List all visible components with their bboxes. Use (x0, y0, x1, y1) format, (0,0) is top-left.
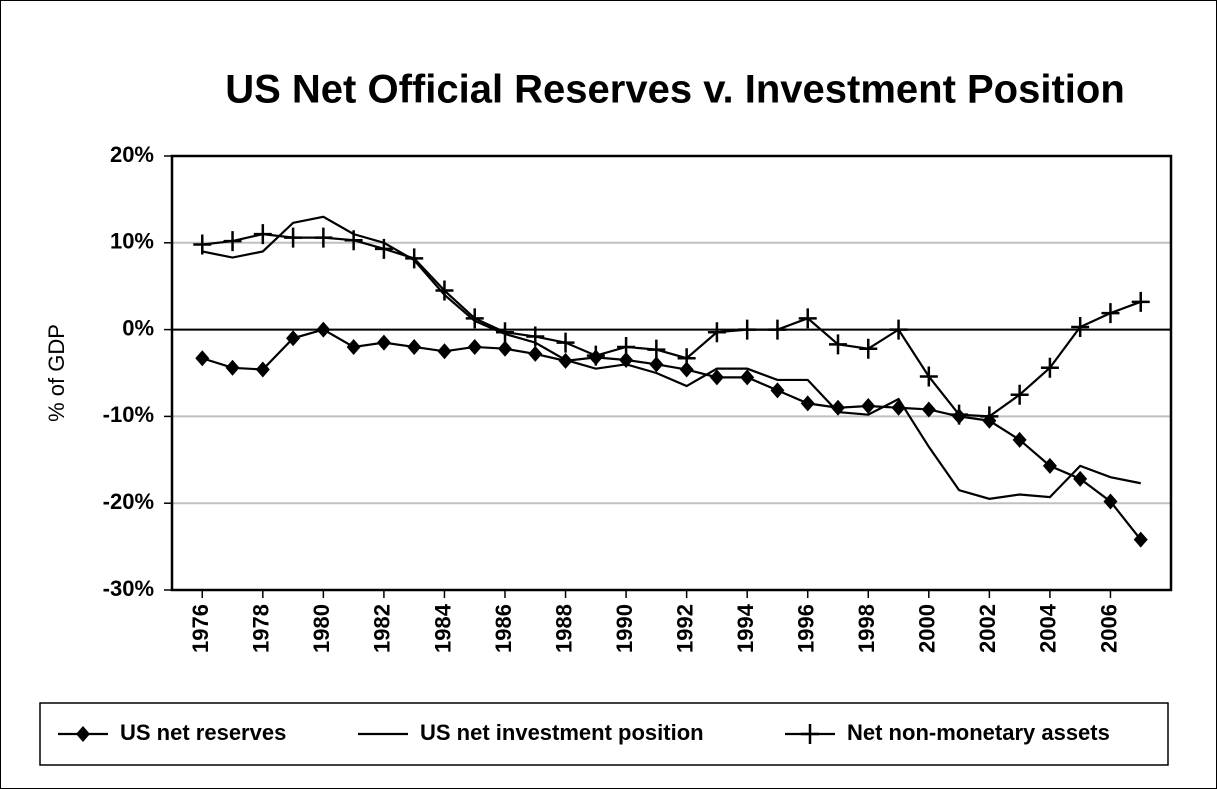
legend-box (39, 702, 1169, 766)
y-tick-label: -10% (103, 402, 154, 427)
marker (738, 319, 757, 340)
x-tick-label: 1982 (370, 604, 395, 653)
x-tick-label: 2006 (1096, 604, 1121, 653)
y-tick-label: 10% (110, 229, 154, 254)
x-tick-label: 1980 (309, 604, 334, 653)
marker (346, 338, 361, 355)
x-tick-label: 1976 (188, 604, 213, 653)
marker (465, 308, 484, 329)
legend-label: US net investment position (420, 720, 704, 745)
x-tick-label: 2002 (975, 604, 1000, 653)
marker (647, 339, 666, 360)
y-tick-label: 0% (122, 315, 154, 340)
chart-title: US Net Official Reserves v. Investment P… (225, 68, 1125, 112)
marker (1040, 357, 1059, 378)
marker (679, 361, 694, 378)
marker (1012, 431, 1027, 448)
marker (316, 321, 331, 338)
marker (405, 248, 424, 269)
marker (707, 322, 726, 343)
marker (770, 382, 785, 399)
marker (768, 319, 787, 340)
marker (374, 238, 393, 259)
marker (1071, 316, 1090, 337)
y-tick-label: -30% (103, 576, 154, 601)
marker (467, 338, 482, 355)
marker (496, 322, 514, 343)
marker (195, 350, 210, 367)
marker (829, 334, 847, 355)
marker (950, 404, 969, 425)
marker (528, 345, 543, 362)
marker (344, 230, 363, 251)
legend-label: Net non-monetary assets (847, 720, 1110, 745)
marker (586, 345, 605, 366)
marker (255, 361, 270, 378)
x-tick-label: 1992 (672, 604, 697, 653)
marker (649, 356, 664, 373)
marker (740, 369, 755, 386)
x-tick-label: 1994 (733, 603, 758, 653)
marker (1010, 384, 1029, 405)
marker (526, 326, 545, 347)
x-tick-label: 1996 (794, 604, 819, 653)
marker (1101, 303, 1120, 324)
x-tick-label: 1988 (551, 604, 576, 653)
x-tick-label: 2000 (915, 604, 940, 653)
marker (193, 234, 212, 255)
marker (1131, 291, 1150, 312)
marker (223, 231, 242, 252)
y-axis-label: % of GDP (44, 324, 69, 422)
marker (859, 338, 878, 359)
marker (798, 308, 817, 329)
x-tick-label: 1984 (430, 603, 455, 653)
marker (437, 343, 452, 360)
marker (1133, 531, 1148, 548)
marker (921, 401, 936, 418)
x-tick-label: 1998 (854, 604, 879, 653)
marker (801, 724, 819, 744)
marker (889, 319, 908, 340)
marker (407, 338, 422, 355)
marker (709, 369, 724, 386)
marker (861, 397, 876, 414)
marker (314, 227, 333, 248)
x-tick-label: 2004 (1036, 603, 1061, 653)
marker (376, 334, 391, 351)
x-tick-label: 1978 (249, 604, 274, 653)
x-tick-label: 1986 (491, 604, 516, 653)
marker (286, 330, 301, 347)
marker (435, 280, 454, 301)
y-tick-label: -20% (103, 489, 154, 514)
marker (1042, 457, 1057, 474)
marker (919, 366, 938, 387)
marker (76, 726, 90, 742)
marker (677, 348, 696, 369)
marker (556, 332, 575, 353)
legend-label: US net reserves (120, 720, 286, 745)
marker (498, 340, 512, 357)
marker (617, 336, 636, 357)
marker (253, 224, 272, 245)
marker (1073, 470, 1088, 487)
marker (284, 227, 303, 248)
x-tick-label: 1990 (612, 604, 637, 653)
plot-area (170, 154, 1173, 592)
marker (1103, 493, 1118, 510)
marker (225, 359, 240, 376)
series-line (202, 215, 1141, 500)
marker (980, 406, 999, 427)
y-tick-label: 20% (110, 142, 154, 167)
marker (800, 395, 815, 412)
